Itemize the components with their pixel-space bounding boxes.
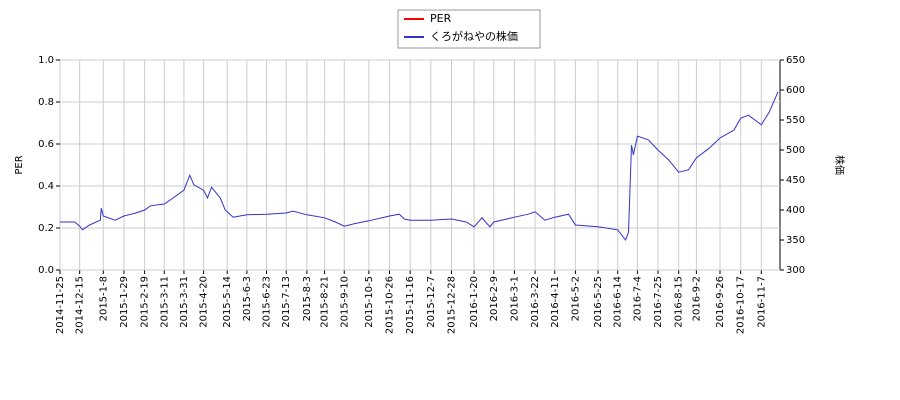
- y-tick-label: 0.2: [38, 223, 54, 234]
- x-tick-label: 2016-6-14: [613, 276, 624, 328]
- y2-axis-label: 株価: [833, 155, 846, 175]
- x-tick-label: 2015-1-29: [119, 276, 130, 328]
- x-tick-label: 2015-5-14: [222, 276, 233, 328]
- x-tick-label: 2016-3-22: [530, 276, 541, 328]
- x-tick-label: 2016-8-15: [674, 276, 685, 328]
- y-tick-label: 0.8: [38, 97, 54, 108]
- x-tick-label: 2015-4-20: [199, 276, 210, 328]
- x-tick-label: 2016-1-20: [469, 276, 480, 328]
- x-tick-label: 2015-11-16: [405, 276, 416, 334]
- y2-tick-label: 300: [786, 265, 805, 276]
- y2-tick-label: 650: [786, 55, 805, 66]
- y-tick-label: 0.6: [38, 139, 54, 150]
- x-tick-label: 2015-10-5: [364, 276, 375, 328]
- x-tick-label: 2015-6-3: [242, 276, 253, 321]
- x-tick-label: 2016-9-2: [691, 276, 702, 321]
- y-tick-label: 0.0: [38, 265, 54, 276]
- x-tick-label: 2015-8-3: [302, 276, 313, 321]
- x-tick-label: 2016-3-1: [509, 276, 520, 321]
- plot-frame: [59, 59, 781, 271]
- x-tick-label: 2015-12-7: [426, 276, 437, 328]
- x-tick-label: 2015-3-11: [159, 276, 170, 328]
- y2-tick-label: 500: [786, 145, 805, 156]
- x-tick-label: 2016-7-4: [632, 276, 643, 321]
- y2-tick-label: 350: [786, 235, 805, 246]
- y-tick-label: 1.0: [38, 55, 54, 66]
- x-tick-label: 2015-12-28: [446, 276, 457, 334]
- x-tick-label: 2015-2-19: [140, 276, 151, 328]
- y-axis-label: PER: [14, 155, 25, 174]
- x-tick-label: 2016-5-25: [593, 276, 604, 328]
- x-tick-label: 2014-11-25: [55, 276, 66, 334]
- y2-tick-label: 450: [786, 175, 805, 186]
- legend-label: PER: [430, 12, 452, 25]
- x-tick-label: 2014-12-15: [75, 276, 86, 334]
- x-tick-label: 2016-4-11: [550, 276, 561, 328]
- x-tick-label: 2015-6-23: [262, 276, 273, 328]
- y2-tick-label: 550: [786, 115, 805, 126]
- x-tick-label: 2016-11-7: [756, 276, 767, 328]
- legend-label: くろがねやの株価: [430, 29, 518, 43]
- y-tick-label: 0.4: [38, 181, 54, 192]
- x-tick-label: 2015-7-13: [281, 276, 292, 328]
- x-tick-label: 2015-10-26: [385, 276, 396, 334]
- y2-tick-label: 400: [786, 205, 805, 216]
- x-tick-label: 2015-8-21: [320, 276, 331, 328]
- x-tick-label: 2016-9-26: [715, 276, 726, 328]
- series-line: [60, 91, 779, 242]
- x-tick-label: 2015-9-10: [339, 276, 350, 328]
- y2-tick-label: 600: [786, 85, 805, 96]
- x-tick-label: 2016-5-2: [570, 276, 581, 321]
- x-tick-label: 2015-3-31: [179, 276, 190, 328]
- x-tick-label: 2016-10-17: [736, 276, 747, 334]
- x-tick-label: 2015-1-8: [98, 276, 109, 321]
- x-tick-label: 2016-2-9: [489, 276, 500, 321]
- x-tick-label: 2016-7-25: [653, 276, 664, 328]
- legend-box: [397, 9, 541, 49]
